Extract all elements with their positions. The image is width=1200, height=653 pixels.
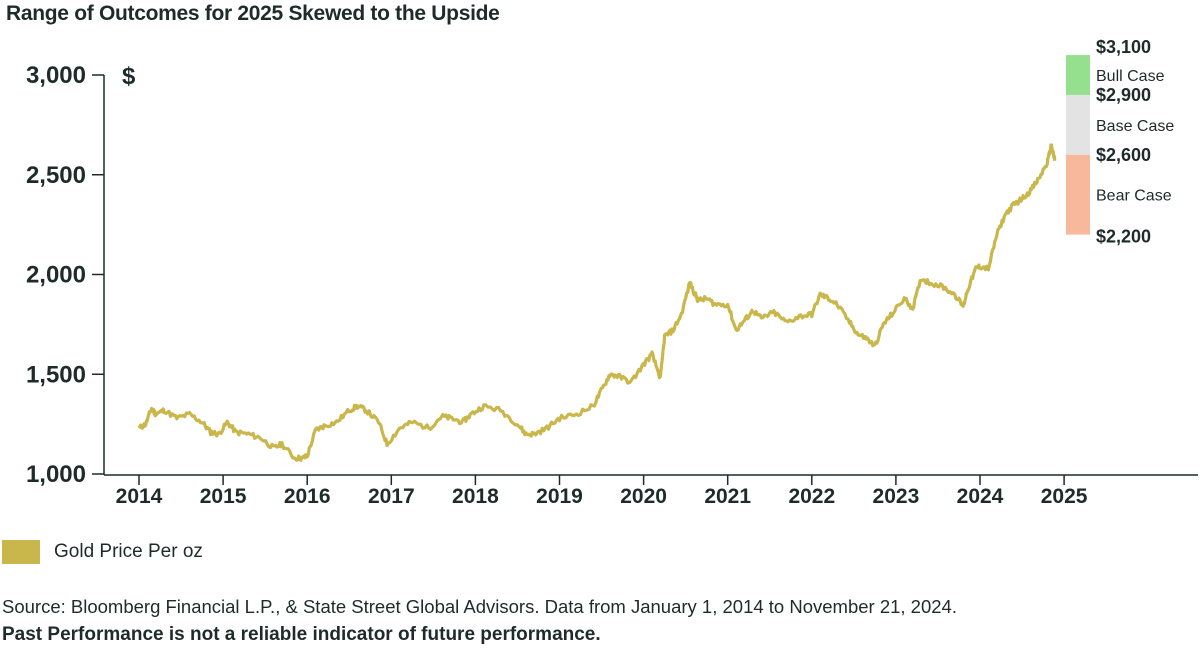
disclaimer: Past Performance is not a reliable indic… (2, 624, 601, 645)
scenario-value-label: $2,200 (1096, 227, 1151, 247)
scenario-value-label: $3,100 (1096, 37, 1151, 57)
y-tick-label: 3,000 (26, 62, 86, 89)
y-tick-label: 1,000 (26, 461, 86, 488)
bull-case-bar (1066, 55, 1090, 95)
x-tick-label: 2025 (1041, 485, 1088, 508)
chart-title: Range of Outcomes for 2025 Skewed to the… (6, 2, 500, 25)
bear-case-label: Bear Case (1096, 188, 1172, 205)
source-note: Source: Bloomberg Financial L.P., & Stat… (2, 596, 957, 617)
x-tick-label: 2020 (620, 485, 667, 508)
x-tick-label: 2024 (957, 485, 1004, 508)
x-tick-label: 2021 (704, 485, 751, 508)
x-tick-label: 2016 (284, 485, 331, 508)
scenario-value-label: $2,900 (1096, 85, 1151, 105)
scenario-value-label: $2,600 (1096, 145, 1151, 165)
x-tick-label: 2017 (368, 485, 415, 508)
gold-price-line (137, 143, 1057, 462)
legend-swatch (2, 540, 40, 564)
x-tick-label: 2023 (873, 485, 920, 508)
base-case-label: Base Case (1096, 118, 1174, 135)
y-axis-unit-label: $ (122, 63, 136, 90)
x-tick-label: 2014 (116, 485, 163, 508)
x-tick-label: 2015 (200, 485, 247, 508)
legend-label: Gold Price Per oz (54, 541, 203, 562)
y-tick-label: 2,000 (26, 262, 86, 289)
base-case-bar (1066, 94, 1090, 155)
y-tick-label: 2,500 (26, 162, 86, 189)
bull-case-label: Bull Case (1096, 68, 1165, 85)
legend: Gold Price Per oz (2, 540, 203, 564)
bear-case-bar (1066, 154, 1090, 235)
x-tick-label: 2018 (452, 485, 499, 508)
x-tick-label: 2022 (788, 485, 835, 508)
y-tick-label: 1,500 (26, 361, 86, 388)
x-tick-label: 2019 (536, 485, 583, 508)
